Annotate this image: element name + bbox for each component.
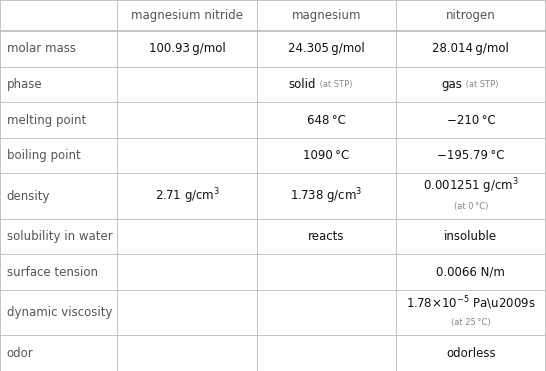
Text: −210 °C: −210 °C xyxy=(447,114,495,127)
Text: insoluble: insoluble xyxy=(444,230,497,243)
Text: −195.79 °C: −195.79 °C xyxy=(437,149,505,162)
Text: (at 25 °C): (at 25 °C) xyxy=(451,318,491,327)
Text: melting point: melting point xyxy=(7,114,86,127)
Text: 0.001251 g/cm$^3$: 0.001251 g/cm$^3$ xyxy=(423,176,519,196)
Text: magnesium nitride: magnesium nitride xyxy=(131,9,243,22)
Text: odorless: odorless xyxy=(446,347,496,360)
Text: 1090 °C: 1090 °C xyxy=(303,149,349,162)
Text: phase: phase xyxy=(7,78,42,91)
Text: 2.71 g/cm$^3$: 2.71 g/cm$^3$ xyxy=(155,186,219,206)
Text: 1.738 g/cm$^3$: 1.738 g/cm$^3$ xyxy=(290,186,363,206)
Text: nitrogen: nitrogen xyxy=(446,9,496,22)
Text: odor: odor xyxy=(7,347,33,360)
Text: 0.0066 N/m: 0.0066 N/m xyxy=(436,266,506,279)
Text: 100.93 g/mol: 100.93 g/mol xyxy=(149,42,225,55)
Text: reacts: reacts xyxy=(308,230,345,243)
Text: gas: gas xyxy=(441,78,462,91)
Text: (at STP): (at STP) xyxy=(463,80,499,89)
Text: solubility in water: solubility in water xyxy=(7,230,112,243)
Text: density: density xyxy=(7,190,50,203)
Text: magnesium: magnesium xyxy=(292,9,361,22)
Text: solid: solid xyxy=(289,78,316,91)
Text: 28.014 g/mol: 28.014 g/mol xyxy=(432,42,509,55)
Text: surface tension: surface tension xyxy=(7,266,98,279)
Text: 648 °C: 648 °C xyxy=(307,114,346,127)
Text: dynamic viscosity: dynamic viscosity xyxy=(7,306,112,319)
Text: boiling point: boiling point xyxy=(7,149,80,162)
Text: 1.78$\times$10$^{-5}$ Pa\u2009s: 1.78$\times$10$^{-5}$ Pa\u2009s xyxy=(406,294,536,312)
Text: molar mass: molar mass xyxy=(7,42,75,55)
Text: (at 0 °C): (at 0 °C) xyxy=(454,201,488,211)
Text: (at STP): (at STP) xyxy=(317,80,353,89)
Text: 24.305 g/mol: 24.305 g/mol xyxy=(288,42,365,55)
